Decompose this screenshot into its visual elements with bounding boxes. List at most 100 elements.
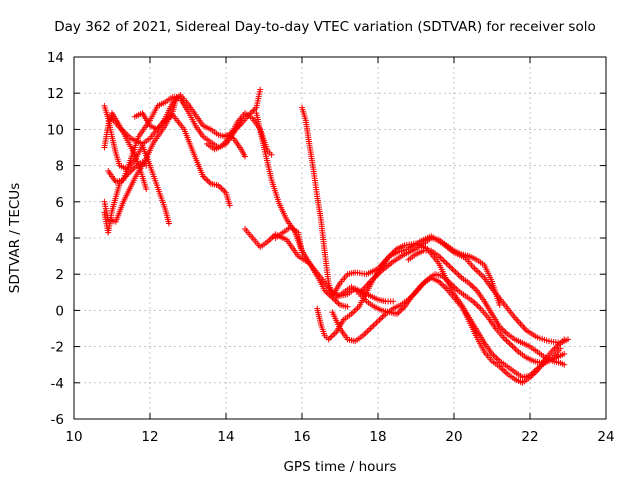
data-point [362, 329, 369, 336]
data-point [521, 325, 528, 332]
data-point [370, 322, 377, 329]
data-point [449, 266, 456, 273]
data-layer [101, 86, 571, 386]
data-point [367, 325, 374, 332]
data-point [561, 336, 568, 343]
data-point [473, 301, 480, 308]
y-tick-label: 4 [55, 231, 64, 247]
series-s11 [253, 110, 351, 310]
data-point [441, 258, 448, 265]
data-point [514, 317, 521, 324]
data-point [143, 186, 150, 193]
data-point [454, 270, 461, 277]
data-point [517, 320, 524, 327]
data-point [328, 333, 335, 340]
data-point [455, 271, 462, 278]
data-point [203, 176, 210, 183]
data-point [513, 316, 520, 323]
data-point [268, 151, 275, 158]
data-point [378, 315, 385, 322]
data-point [471, 299, 478, 306]
series-s9 [223, 131, 248, 160]
data-point [226, 202, 233, 209]
x-tick-label: 12 [141, 429, 158, 445]
x-tick-label: 14 [217, 429, 234, 445]
data-point [493, 355, 500, 362]
x-axis-label: GPS time / hours [283, 459, 396, 475]
data-point [373, 319, 380, 326]
y-tick-label: 2 [55, 267, 64, 283]
data-point [518, 322, 525, 329]
data-point [327, 334, 334, 341]
data-point [520, 324, 527, 331]
data-point [204, 177, 211, 184]
y-tick-label: 6 [55, 195, 64, 211]
x-tick-label: 20 [445, 429, 462, 445]
y-axis-label: SDTVAR / TECUs [7, 183, 23, 293]
data-point [557, 345, 564, 352]
data-point [469, 283, 476, 290]
series-s13 [299, 104, 571, 346]
data-point [508, 341, 514, 348]
y-tick-label: 8 [55, 159, 64, 175]
data-point [470, 284, 477, 291]
data-point [440, 257, 447, 264]
data-point [368, 324, 375, 331]
series-s16 [333, 271, 568, 366]
data-point [364, 328, 371, 335]
data-point [398, 306, 405, 313]
series-s4 [101, 158, 150, 236]
data-point [333, 299, 340, 306]
x-tick-label: 24 [597, 429, 614, 445]
data-point [472, 286, 479, 293]
data-point [331, 330, 338, 337]
data-point [516, 319, 523, 326]
data-point [332, 297, 339, 304]
data-point [446, 263, 453, 270]
series-s18 [405, 247, 568, 368]
data-point [376, 316, 383, 323]
data-point [467, 281, 474, 288]
data-point [351, 308, 358, 315]
data-point [365, 326, 372, 333]
data-point [511, 344, 518, 351]
data-point [438, 281, 445, 288]
data-point [352, 306, 359, 313]
y-tick-label: 0 [55, 303, 64, 319]
data-point [444, 261, 451, 268]
y-tick-label: -2 [51, 340, 64, 356]
data-point [447, 264, 454, 271]
y-tick-label: -6 [51, 412, 64, 428]
data-point [506, 340, 513, 347]
data-point [379, 313, 386, 320]
data-point [166, 220, 172, 227]
data-point [561, 361, 568, 368]
data-point [218, 185, 225, 192]
y-tick-label: 10 [47, 122, 64, 138]
data-point [257, 86, 264, 93]
x-tick-label: 18 [369, 429, 386, 445]
chart-title: Day 362 of 2021, Sidereal Day-to-day VTE… [54, 19, 595, 35]
x-tick-label: 22 [521, 429, 538, 445]
data-point [443, 260, 450, 267]
data-point [551, 345, 558, 352]
y-tick-label: 12 [47, 86, 64, 102]
data-point [452, 269, 459, 276]
data-point [266, 237, 273, 244]
series-s12 [272, 224, 305, 256]
data-point [514, 347, 521, 354]
data-point [390, 298, 397, 305]
data-point [143, 162, 150, 169]
y-tick-label: -4 [51, 376, 64, 392]
data-point [440, 282, 447, 289]
x-tick-label: 16 [293, 429, 310, 445]
x-tick-label: 10 [65, 429, 82, 445]
data-point [299, 249, 305, 256]
data-point [375, 318, 381, 325]
data-point [503, 337, 510, 344]
series-s17 [356, 235, 503, 308]
data-point [371, 321, 378, 328]
data-point [344, 303, 351, 310]
data-point [457, 273, 464, 280]
